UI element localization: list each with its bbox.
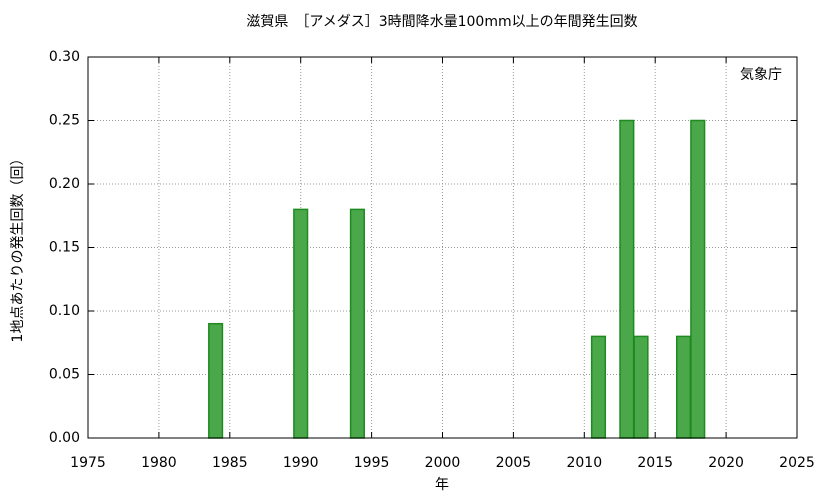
- plot-frame: [87, 56, 798, 439]
- x-tick-label: 2010: [566, 455, 602, 471]
- bar: [633, 335, 649, 439]
- bar: [349, 208, 365, 439]
- y-tick-label: 0.25: [49, 113, 80, 129]
- x-tick-label: 2005: [496, 455, 532, 471]
- bar: [676, 335, 692, 439]
- bar: [690, 119, 706, 439]
- y-tick-label: 0.10: [49, 303, 80, 319]
- chart-title: 滋賀県 ［アメダス］3時間降水量100mm以上の年間発生回数: [246, 14, 637, 30]
- annotation: 気象庁: [740, 67, 782, 83]
- x-tick-label: 1975: [70, 455, 106, 471]
- x-tick-label: 2000: [425, 455, 461, 471]
- x-axis-label: 年: [435, 477, 449, 493]
- bar: [619, 119, 635, 439]
- y-tick-label: 0.30: [49, 49, 80, 65]
- x-tick-label: 2020: [708, 455, 744, 471]
- x-tick-label: 2015: [637, 455, 673, 471]
- x-tick-label: 2025: [779, 455, 815, 471]
- x-tick-label: 1990: [283, 455, 319, 471]
- y-tick-label: 0.00: [49, 430, 80, 446]
- bar: [590, 335, 607, 439]
- x-tick-label: 1995: [354, 455, 390, 471]
- y-axis-label: 1地点あたりの発生回数（回）: [10, 152, 26, 343]
- bar: [208, 322, 224, 439]
- y-tick-label: 0.15: [49, 240, 80, 256]
- x-tick-label: 1985: [212, 455, 248, 471]
- y-tick-label: 0.20: [49, 176, 80, 192]
- x-tick-label: 1980: [141, 455, 177, 471]
- y-tick-label: 0.05: [49, 367, 80, 383]
- bar: [293, 208, 309, 439]
